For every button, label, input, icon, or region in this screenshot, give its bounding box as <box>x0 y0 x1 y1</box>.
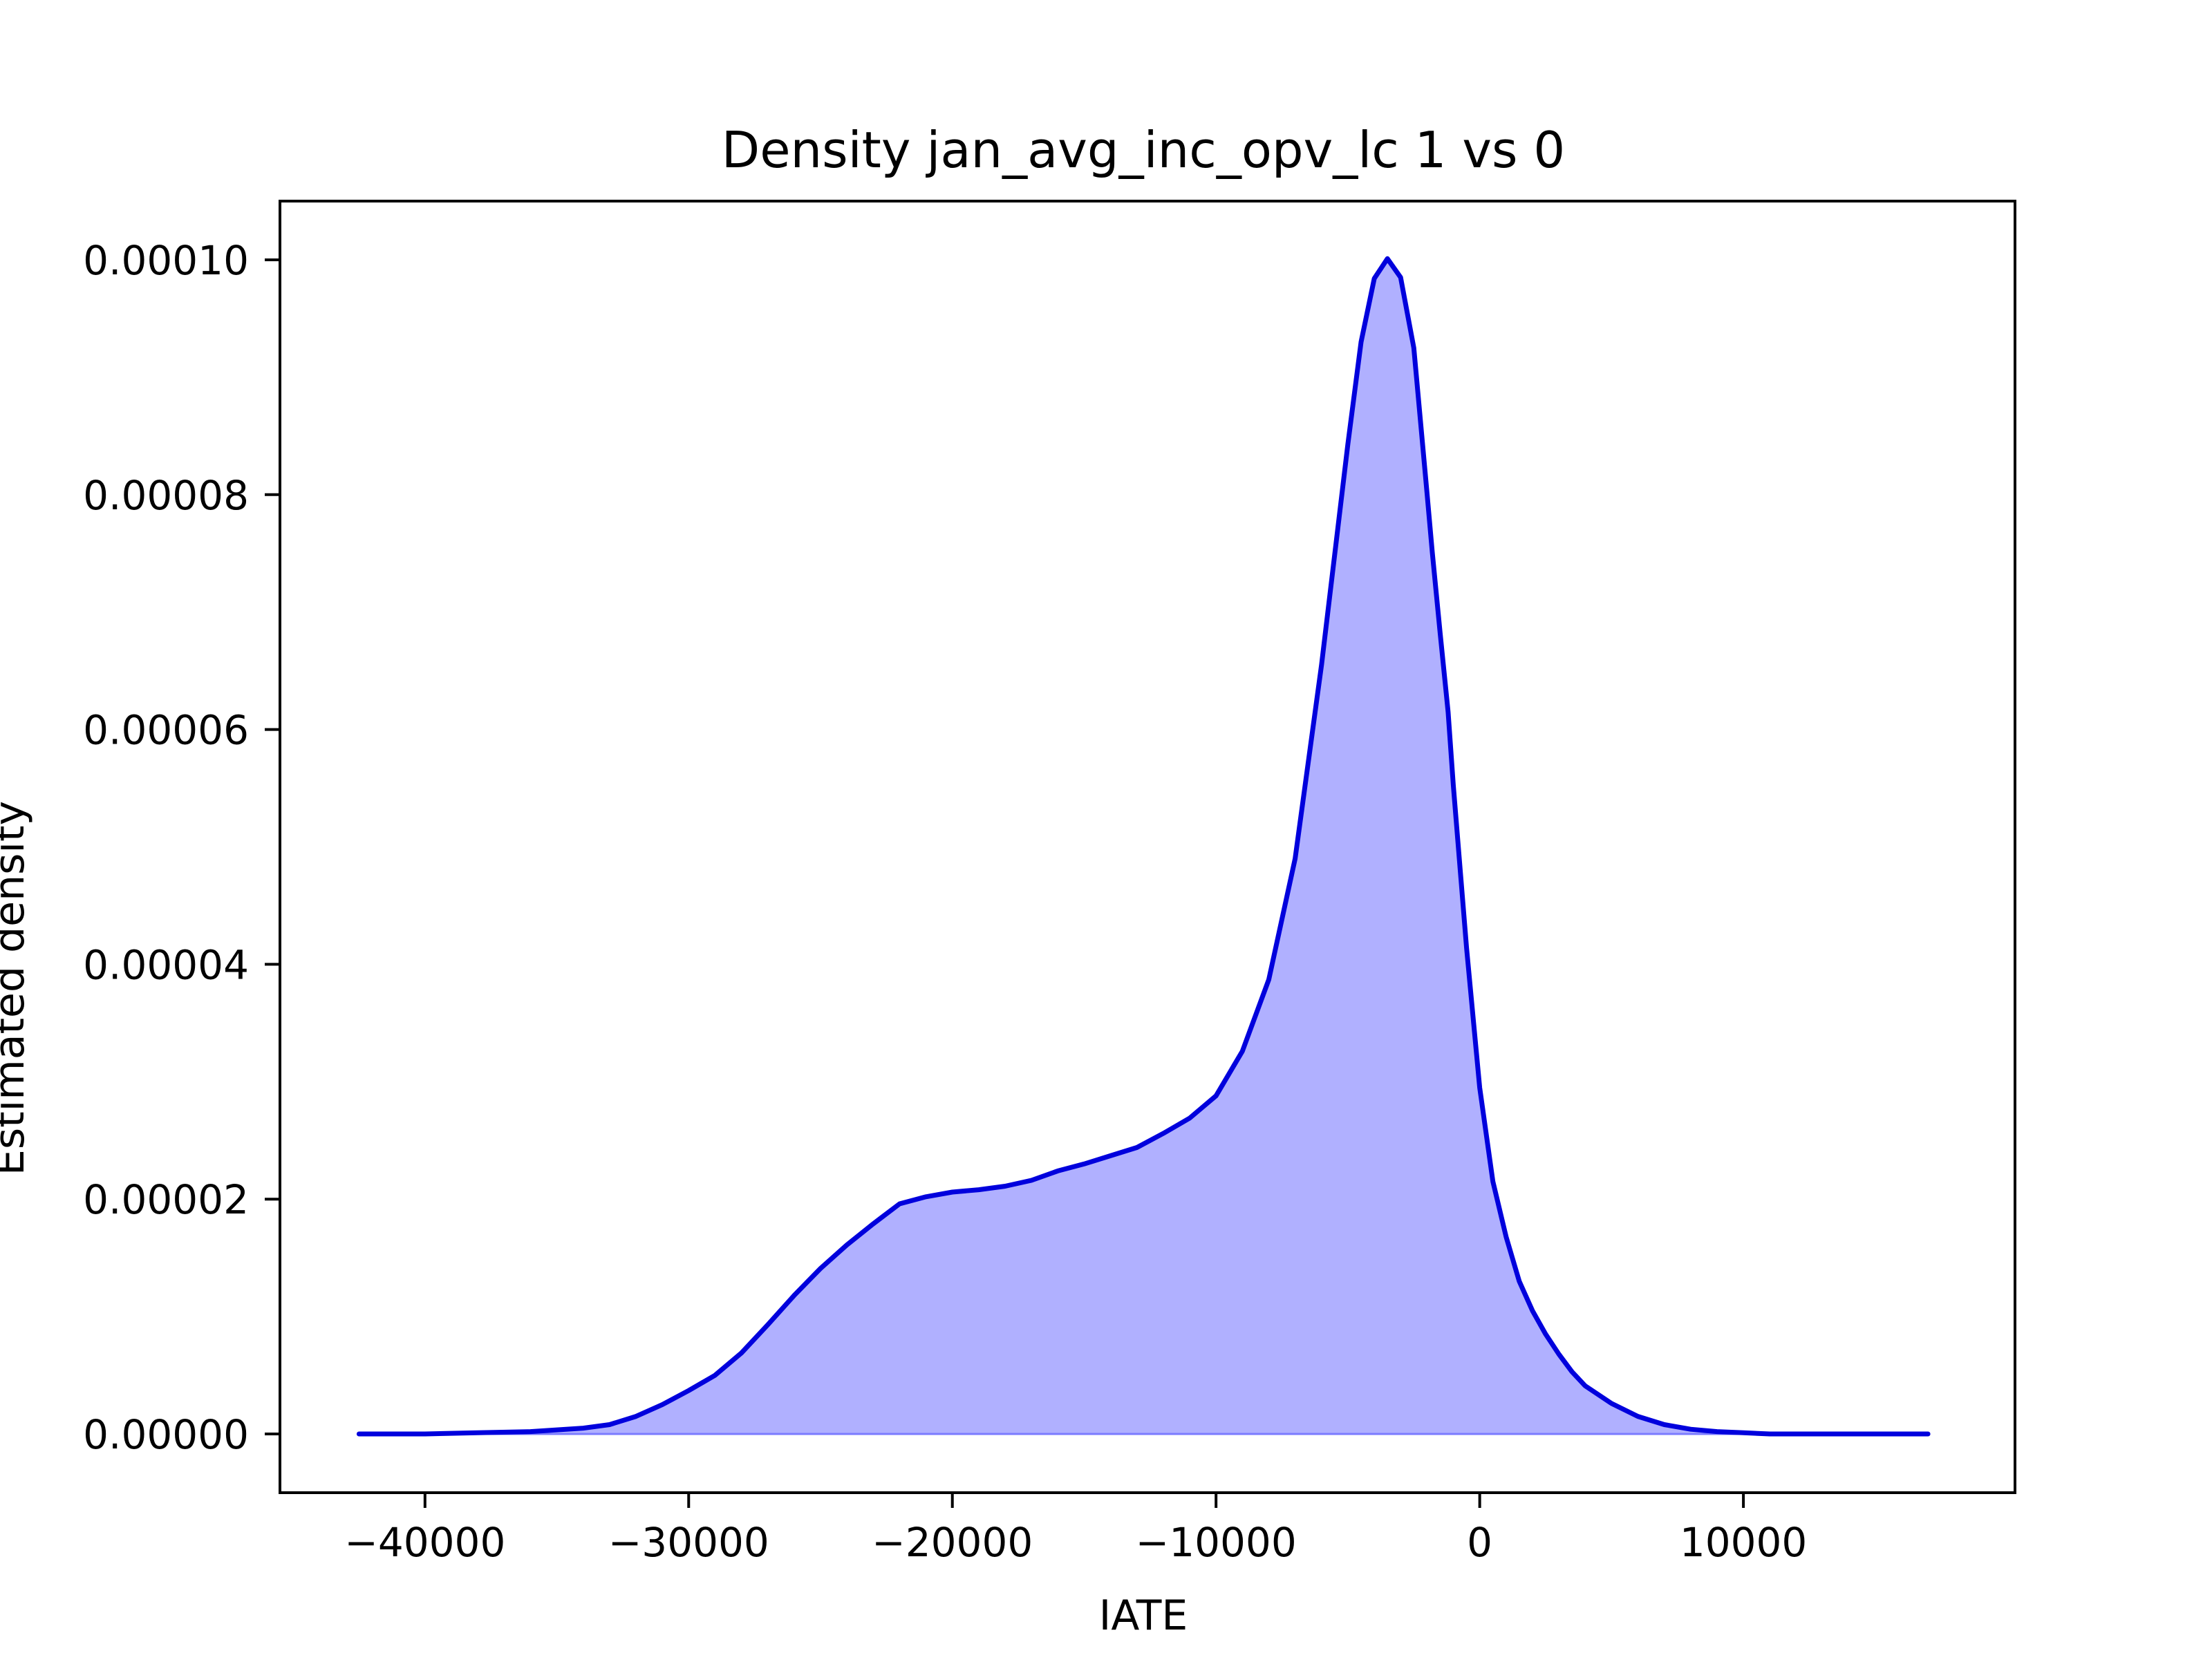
y-tick-label: 0.00008 <box>83 472 249 519</box>
x-tick-label: −20000 <box>872 1519 1033 1566</box>
x-tick-label: 10000 <box>1680 1519 1808 1566</box>
y-axis-label: Estimated density <box>0 801 34 1175</box>
x-tick-label: −30000 <box>608 1519 769 1566</box>
plot-area <box>279 200 2016 1494</box>
plot-frame <box>279 200 2016 1494</box>
y-tick-label: 0.00004 <box>83 941 249 988</box>
y-tick-label: 0.00000 <box>83 1411 249 1458</box>
x-axis-ticks: −40000 −30000 −20000 −10000 0 10000 <box>344 1493 1807 1566</box>
chart-title: Density jan_avg_inc_opv_lc 1 vs 0 <box>722 121 1565 179</box>
x-axis-label: IATE <box>1099 1592 1188 1640</box>
x-tick-label: 0 <box>1467 1519 1492 1566</box>
y-tick-label: 0.00002 <box>83 1176 249 1223</box>
density-area <box>359 258 1929 1434</box>
y-tick-label: 0.00010 <box>83 237 249 284</box>
density-line <box>356 256 1931 1437</box>
x-tick-label: −10000 <box>1136 1519 1297 1566</box>
y-axis-ticks: 0.00000 0.00002 0.00004 0.00006 0.00008 0.000… <box>83 237 280 1458</box>
y-tick-label: 0.00006 <box>83 707 249 754</box>
x-tick-label: −40000 <box>344 1519 505 1566</box>
